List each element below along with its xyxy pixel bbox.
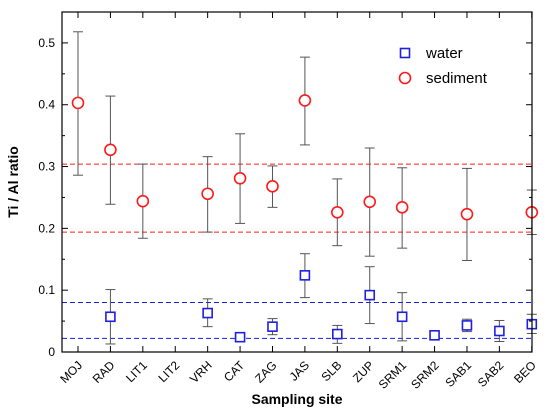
- x-tick-label: SLB: [318, 358, 344, 384]
- water-point: [429, 330, 440, 341]
- reference-lines: [62, 163, 532, 339]
- sediment-point: [136, 194, 150, 208]
- water-point: [105, 311, 116, 323]
- x-tick-label: MOJ: [57, 358, 85, 386]
- legend-item-sediment: sediment: [398, 70, 488, 87]
- x-tick-label: LIT1: [123, 358, 150, 385]
- x-tick-label: RAD: [90, 358, 118, 386]
- y-tick-label: 0.2: [38, 221, 55, 235]
- x-tick-label: SRM1: [376, 358, 410, 392]
- y-tick-label: 0.3: [38, 160, 55, 174]
- water-point: [267, 321, 278, 332]
- x-tick-label: ZUP: [350, 358, 377, 385]
- x-tick-label: BEO: [511, 358, 539, 386]
- x-tick-label: SAB2: [475, 358, 507, 390]
- y-tick-label: 0.5: [38, 36, 55, 50]
- sediment-point: [331, 205, 344, 219]
- legend-marker: [398, 71, 412, 85]
- sediment-point: [460, 207, 474, 221]
- legend-item-water: water: [399, 45, 463, 62]
- water-point: [332, 328, 343, 340]
- y-tick-label: 0.1: [38, 283, 55, 297]
- sediment-point: [395, 201, 409, 214]
- legend: water sediment: [398, 45, 488, 87]
- x-tick-label: LIT2: [155, 358, 182, 385]
- y-tick-label: 0: [48, 345, 55, 359]
- water-point: [494, 325, 505, 337]
- x-tick-label: SRM2: [408, 358, 442, 392]
- x-axis-title: Sampling site: [251, 391, 342, 407]
- y-axis: 0 0.1 0.2 0.3 0.4 0.5: [38, 36, 532, 359]
- x-tick-label: SAB1: [442, 358, 474, 390]
- legend-marker: [399, 47, 411, 59]
- water-point: [396, 311, 408, 323]
- sediment-point: [233, 171, 247, 185]
- sediment-point: [104, 143, 117, 157]
- x-tick-label: JAS: [287, 358, 312, 383]
- legend-label: water: [425, 45, 463, 62]
- x-tick-label: CAT: [221, 358, 248, 385]
- water-point: [461, 320, 473, 331]
- x-tick-label: ZAG: [252, 358, 279, 385]
- sediment-point: [363, 195, 377, 209]
- sediment-point: [298, 94, 312, 107]
- y-axis-title: Ti / Al ratio: [5, 146, 21, 218]
- water-point: [299, 270, 311, 281]
- x-tick-label: VRH: [187, 358, 215, 386]
- water-point: [364, 289, 376, 301]
- water-point: [202, 307, 213, 319]
- sediment-point: [266, 180, 279, 193]
- sediment-point: [201, 187, 214, 201]
- water-point: [234, 331, 246, 343]
- plot-frame: [61, 11, 533, 353]
- legend-label: sediment: [426, 70, 488, 87]
- y-tick-label: 0.4: [38, 98, 55, 112]
- sediment-point: [71, 96, 85, 110]
